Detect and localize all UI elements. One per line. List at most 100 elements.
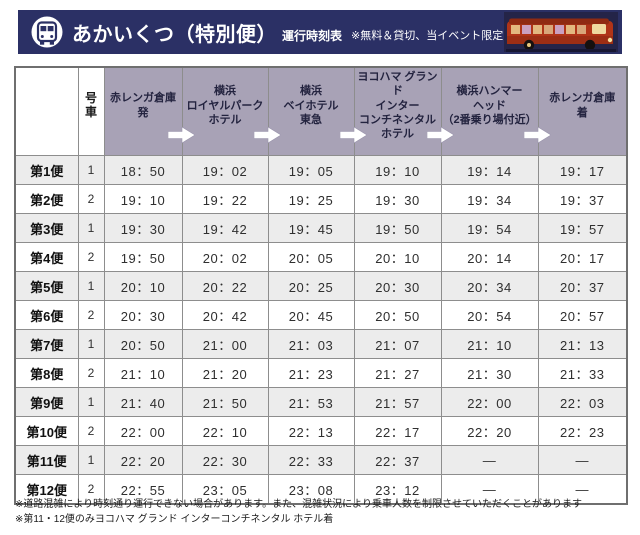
col-header-bay-hotel: 横浜 ベイホテル 東急 (267, 66, 355, 157)
time-cell: 19：25 (267, 184, 355, 215)
table-row: 第11便 1 22：20 22：30 22：33 22：37 ― ― (14, 445, 628, 476)
time-cell: 20：10 (353, 242, 442, 273)
time-cell: 22：23 (537, 416, 628, 447)
time-cell: 20：22 (181, 271, 269, 302)
car-number: 2 (77, 416, 105, 447)
time-cell: 21：33 (537, 358, 628, 389)
col-header-intercontinental: ヨコハマ グランド インター コンチネンタル ホテル (353, 66, 442, 157)
time-cell: 20：50 (103, 329, 183, 360)
table-row: 第9便 1 21：40 21：50 21：53 21：57 22：00 22：03 (14, 387, 628, 418)
page-subtitle: 運行時刻表 (282, 28, 343, 43)
col-header-car: 号 車 (77, 66, 105, 157)
trip-label: 第7便 (14, 329, 79, 360)
time-cell: 22：00 (103, 416, 183, 447)
time-cell: 22：10 (181, 416, 269, 447)
time-cell: 20：05 (267, 242, 355, 273)
time-cell: 21：30 (440, 358, 539, 389)
table-row: 第3便 1 19：30 19：42 19：45 19：50 19：54 19：57 (14, 213, 628, 244)
time-cell: 22：03 (537, 387, 628, 418)
car-number: 1 (77, 213, 105, 244)
trip-label: 第4便 (14, 242, 79, 273)
time-cell: 21：00 (181, 329, 269, 360)
time-cell: 20：45 (267, 300, 355, 331)
time-cell: ― (537, 474, 628, 505)
car-number: 2 (77, 474, 105, 505)
time-cell: 19：37 (537, 184, 628, 215)
time-cell: 22：17 (353, 416, 442, 447)
time-cell: 22：20 (440, 416, 539, 447)
time-cell: 21：10 (103, 358, 183, 389)
time-cell: 21：20 (181, 358, 269, 389)
footnotes: ※道路混雑により時刻通り運行できない場合があります。また、混雑状況により乗車人数… (15, 497, 582, 527)
time-cell: 20：42 (181, 300, 269, 331)
time-cell: 19：30 (353, 184, 442, 215)
time-cell: 20：30 (353, 271, 442, 302)
corner-cell (14, 66, 79, 157)
trip-label: 第6便 (14, 300, 79, 331)
time-cell: 19：57 (537, 213, 628, 244)
car-number: 2 (77, 242, 105, 273)
header-row: 号 車 赤レンガ倉庫 発 横浜 ロイヤルパーク ホテル 横浜 ベイホテル 東急 … (14, 66, 628, 157)
time-cell: 19：10 (353, 155, 442, 186)
time-cell: 20：34 (440, 271, 539, 302)
time-cell: 22：33 (267, 445, 355, 476)
col-header-hammerhead: 横浜ハンマー ヘッド （2番乗り場付近） (440, 66, 539, 157)
table-row: 第5便 1 20：10 20：22 20：25 20：30 20：34 20：37 (14, 271, 628, 302)
trip-label: 第10便 (14, 416, 79, 447)
footnote-congestion: ※道路混雑により時刻通り運行できない場合があります。また、混雑状況により乗車人数… (15, 499, 582, 510)
time-cell: 21：53 (267, 387, 355, 418)
time-cell: 20：10 (103, 271, 183, 302)
time-cell: ― (440, 474, 539, 505)
bus-front-in-circle-icon (31, 16, 63, 48)
time-cell: 21：03 (267, 329, 355, 360)
trip-label: 第5便 (14, 271, 79, 302)
time-cell: 22：13 (267, 416, 355, 447)
time-cell: 19：42 (181, 213, 269, 244)
time-cell: 22：55 (103, 474, 183, 505)
timetable-body: 第1便 1 18：50 19：02 19：05 19：10 19：14 19：17 第2便 2 19… (14, 155, 628, 505)
col-header-stop-arrive: 赤レンガ倉庫 着 (537, 66, 628, 157)
time-cell: 20：57 (537, 300, 628, 331)
timetable: 号 車 赤レンガ倉庫 発 横浜 ロイヤルパーク ホテル 横浜 ベイホテル 東急 … (14, 66, 628, 505)
timetable-table: 号 車 赤レンガ倉庫 発 横浜 ロイヤルパーク ホテル 横浜 ベイホテル 東急 … (14, 66, 628, 505)
trip-label: 第9便 (14, 387, 79, 418)
car-number: 2 (77, 184, 105, 215)
col-header-royal-park: 横浜 ロイヤルパーク ホテル (181, 66, 269, 157)
car-number: 1 (77, 387, 105, 418)
time-cell: 20：54 (440, 300, 539, 331)
time-cell: 19：54 (440, 213, 539, 244)
time-cell: 19：14 (440, 155, 539, 186)
time-cell: 21：13 (537, 329, 628, 360)
title-banner: あかいくつ（特別便） 運行時刻表 ※無料＆貸切、当イベント限定の時刻表です (18, 10, 622, 54)
time-cell: 19：10 (103, 184, 183, 215)
time-cell: 19：50 (103, 242, 183, 273)
time-cell: 19：17 (537, 155, 628, 186)
time-cell: 20：17 (537, 242, 628, 273)
table-row: 第1便 1 18：50 19：02 19：05 19：10 19：14 19：17 (14, 155, 628, 186)
trip-label: 第2便 (14, 184, 79, 215)
time-cell: 19：30 (103, 213, 183, 244)
car-number: 1 (77, 445, 105, 476)
time-cell: 21：23 (267, 358, 355, 389)
table-row: 第6便 2 20：30 20：42 20：45 20：50 20：54 20：57 (14, 300, 628, 331)
time-cell: 20：37 (537, 271, 628, 302)
time-cell: 19：05 (267, 155, 355, 186)
trip-label: 第12便 (14, 474, 79, 505)
table-row: 第4便 2 19：50 20：02 20：05 20：10 20：14 20：17 (14, 242, 628, 273)
time-cell: 21：40 (103, 387, 183, 418)
time-cell: 19：22 (181, 184, 269, 215)
table-row: 第8便 2 21：10 21：20 21：23 21：27 21：30 21：33 (14, 358, 628, 389)
table-row: 第2便 2 19：10 19：22 19：25 19：30 19：34 19：37 (14, 184, 628, 215)
time-cell: 20：02 (181, 242, 269, 273)
time-cell: 21：10 (440, 329, 539, 360)
time-cell: 19：45 (267, 213, 355, 244)
time-cell: 18：50 (103, 155, 183, 186)
car-number: 2 (77, 358, 105, 389)
time-cell: 20：14 (440, 242, 539, 273)
time-cell: 20：50 (353, 300, 442, 331)
page-title: あかいくつ（特別便） (72, 23, 277, 46)
footnote-last-trips: ※第11・12便のみヨコハマ グランド インターコンチネンタル ホテル着 (15, 514, 334, 525)
trip-label: 第11便 (14, 445, 79, 476)
time-cell: 19：50 (353, 213, 442, 244)
time-cell: 22：30 (181, 445, 269, 476)
